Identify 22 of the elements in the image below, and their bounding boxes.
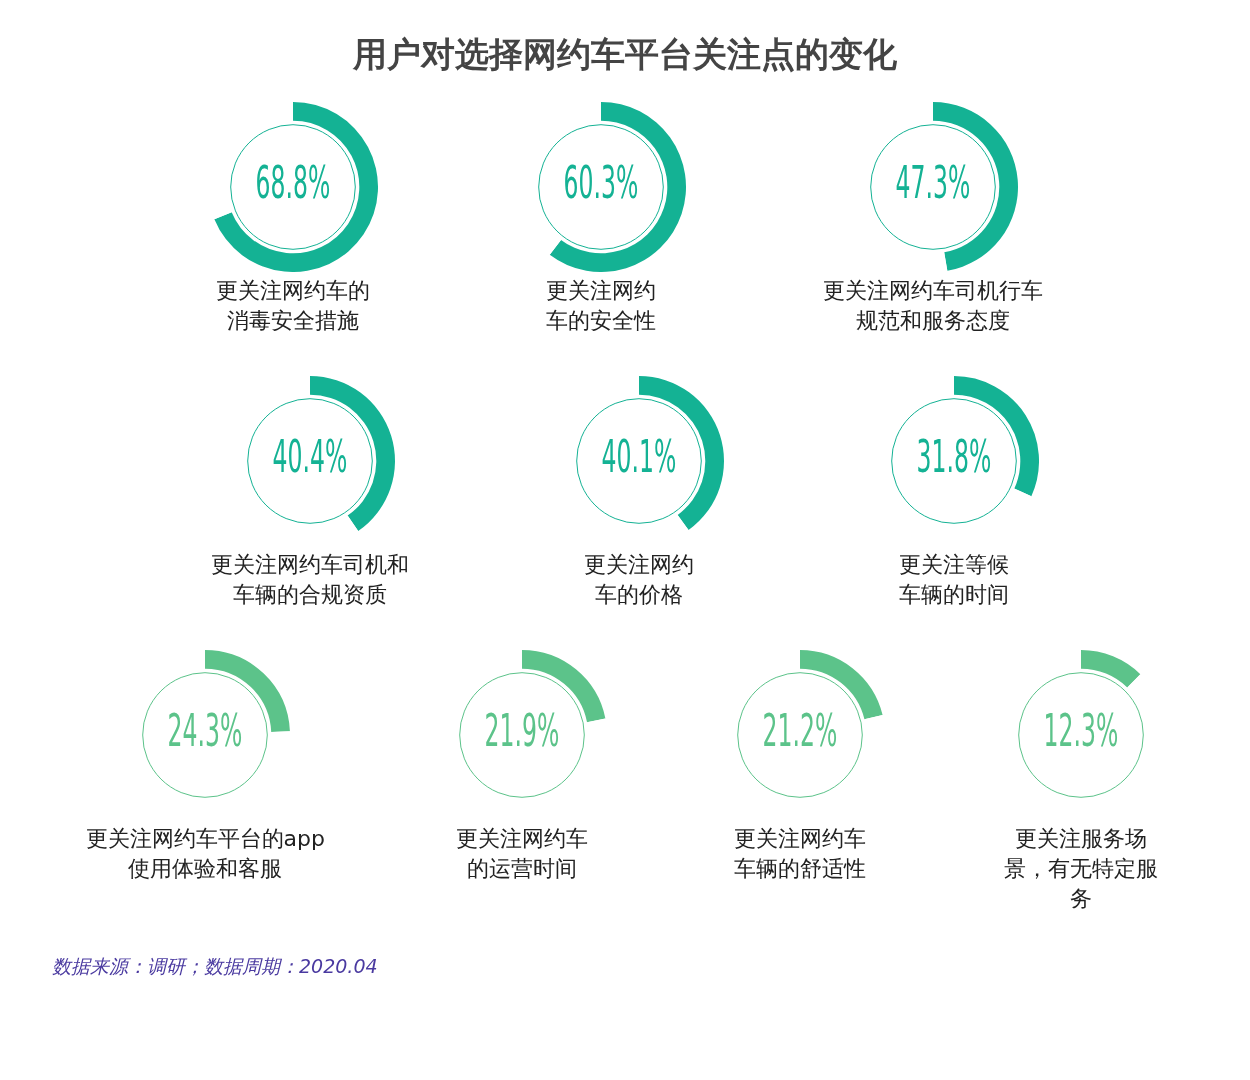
text: 更关注服务场景，有无特定服务: [1002, 825, 1159, 913]
source-note: 数据来源：调研；数据周期：2020.04: [52, 954, 379, 979]
data-label: 40.1%: [601, 431, 677, 483]
data-label: 31.8%: [916, 431, 992, 483]
text: 更关注网约车车辆的舒适性: [733, 825, 868, 883]
text: 更关注网约车平台的app使用体验和客服: [84, 825, 326, 883]
text: 更关注网约车的价格: [583, 551, 695, 609]
text: 用户对选择网约车平台关注点的变化: [352, 33, 898, 76]
data-label: 60.3%: [563, 157, 639, 209]
text: 更关注等候车辆的时间: [898, 551, 1011, 609]
text: 更关注网约车的安全性: [545, 277, 657, 335]
text: 更关注网约车的运营时间: [454, 825, 589, 883]
data-label: 12.3%: [1043, 705, 1119, 757]
data-label: 40.4%: [272, 431, 348, 483]
data-label: 21.9%: [484, 705, 560, 757]
data-label: 24.3%: [167, 705, 243, 757]
data-label: 21.2%: [762, 705, 838, 757]
data-label: 47.3%: [895, 157, 971, 209]
text: 更关注网约车司机和车辆的合规资质: [210, 551, 409, 609]
text: 更关注网约车的消毒安全措施: [215, 277, 371, 335]
data-label: 68.8%: [255, 157, 331, 209]
text: 更关注网约车司机行车规范和服务态度: [822, 277, 1044, 335]
